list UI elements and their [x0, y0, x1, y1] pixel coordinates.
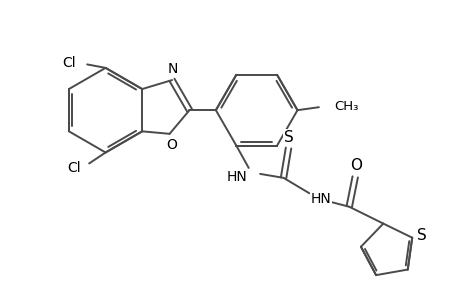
Text: CH₃: CH₃: [333, 100, 358, 113]
Text: S: S: [283, 130, 293, 145]
Text: N: N: [168, 62, 178, 76]
Text: S: S: [416, 228, 426, 243]
Text: HN: HN: [226, 170, 247, 184]
Text: Cl: Cl: [67, 161, 80, 176]
Text: HN: HN: [310, 192, 331, 206]
Text: Cl: Cl: [62, 56, 76, 70]
Text: O: O: [166, 138, 177, 152]
Text: O: O: [349, 158, 361, 173]
